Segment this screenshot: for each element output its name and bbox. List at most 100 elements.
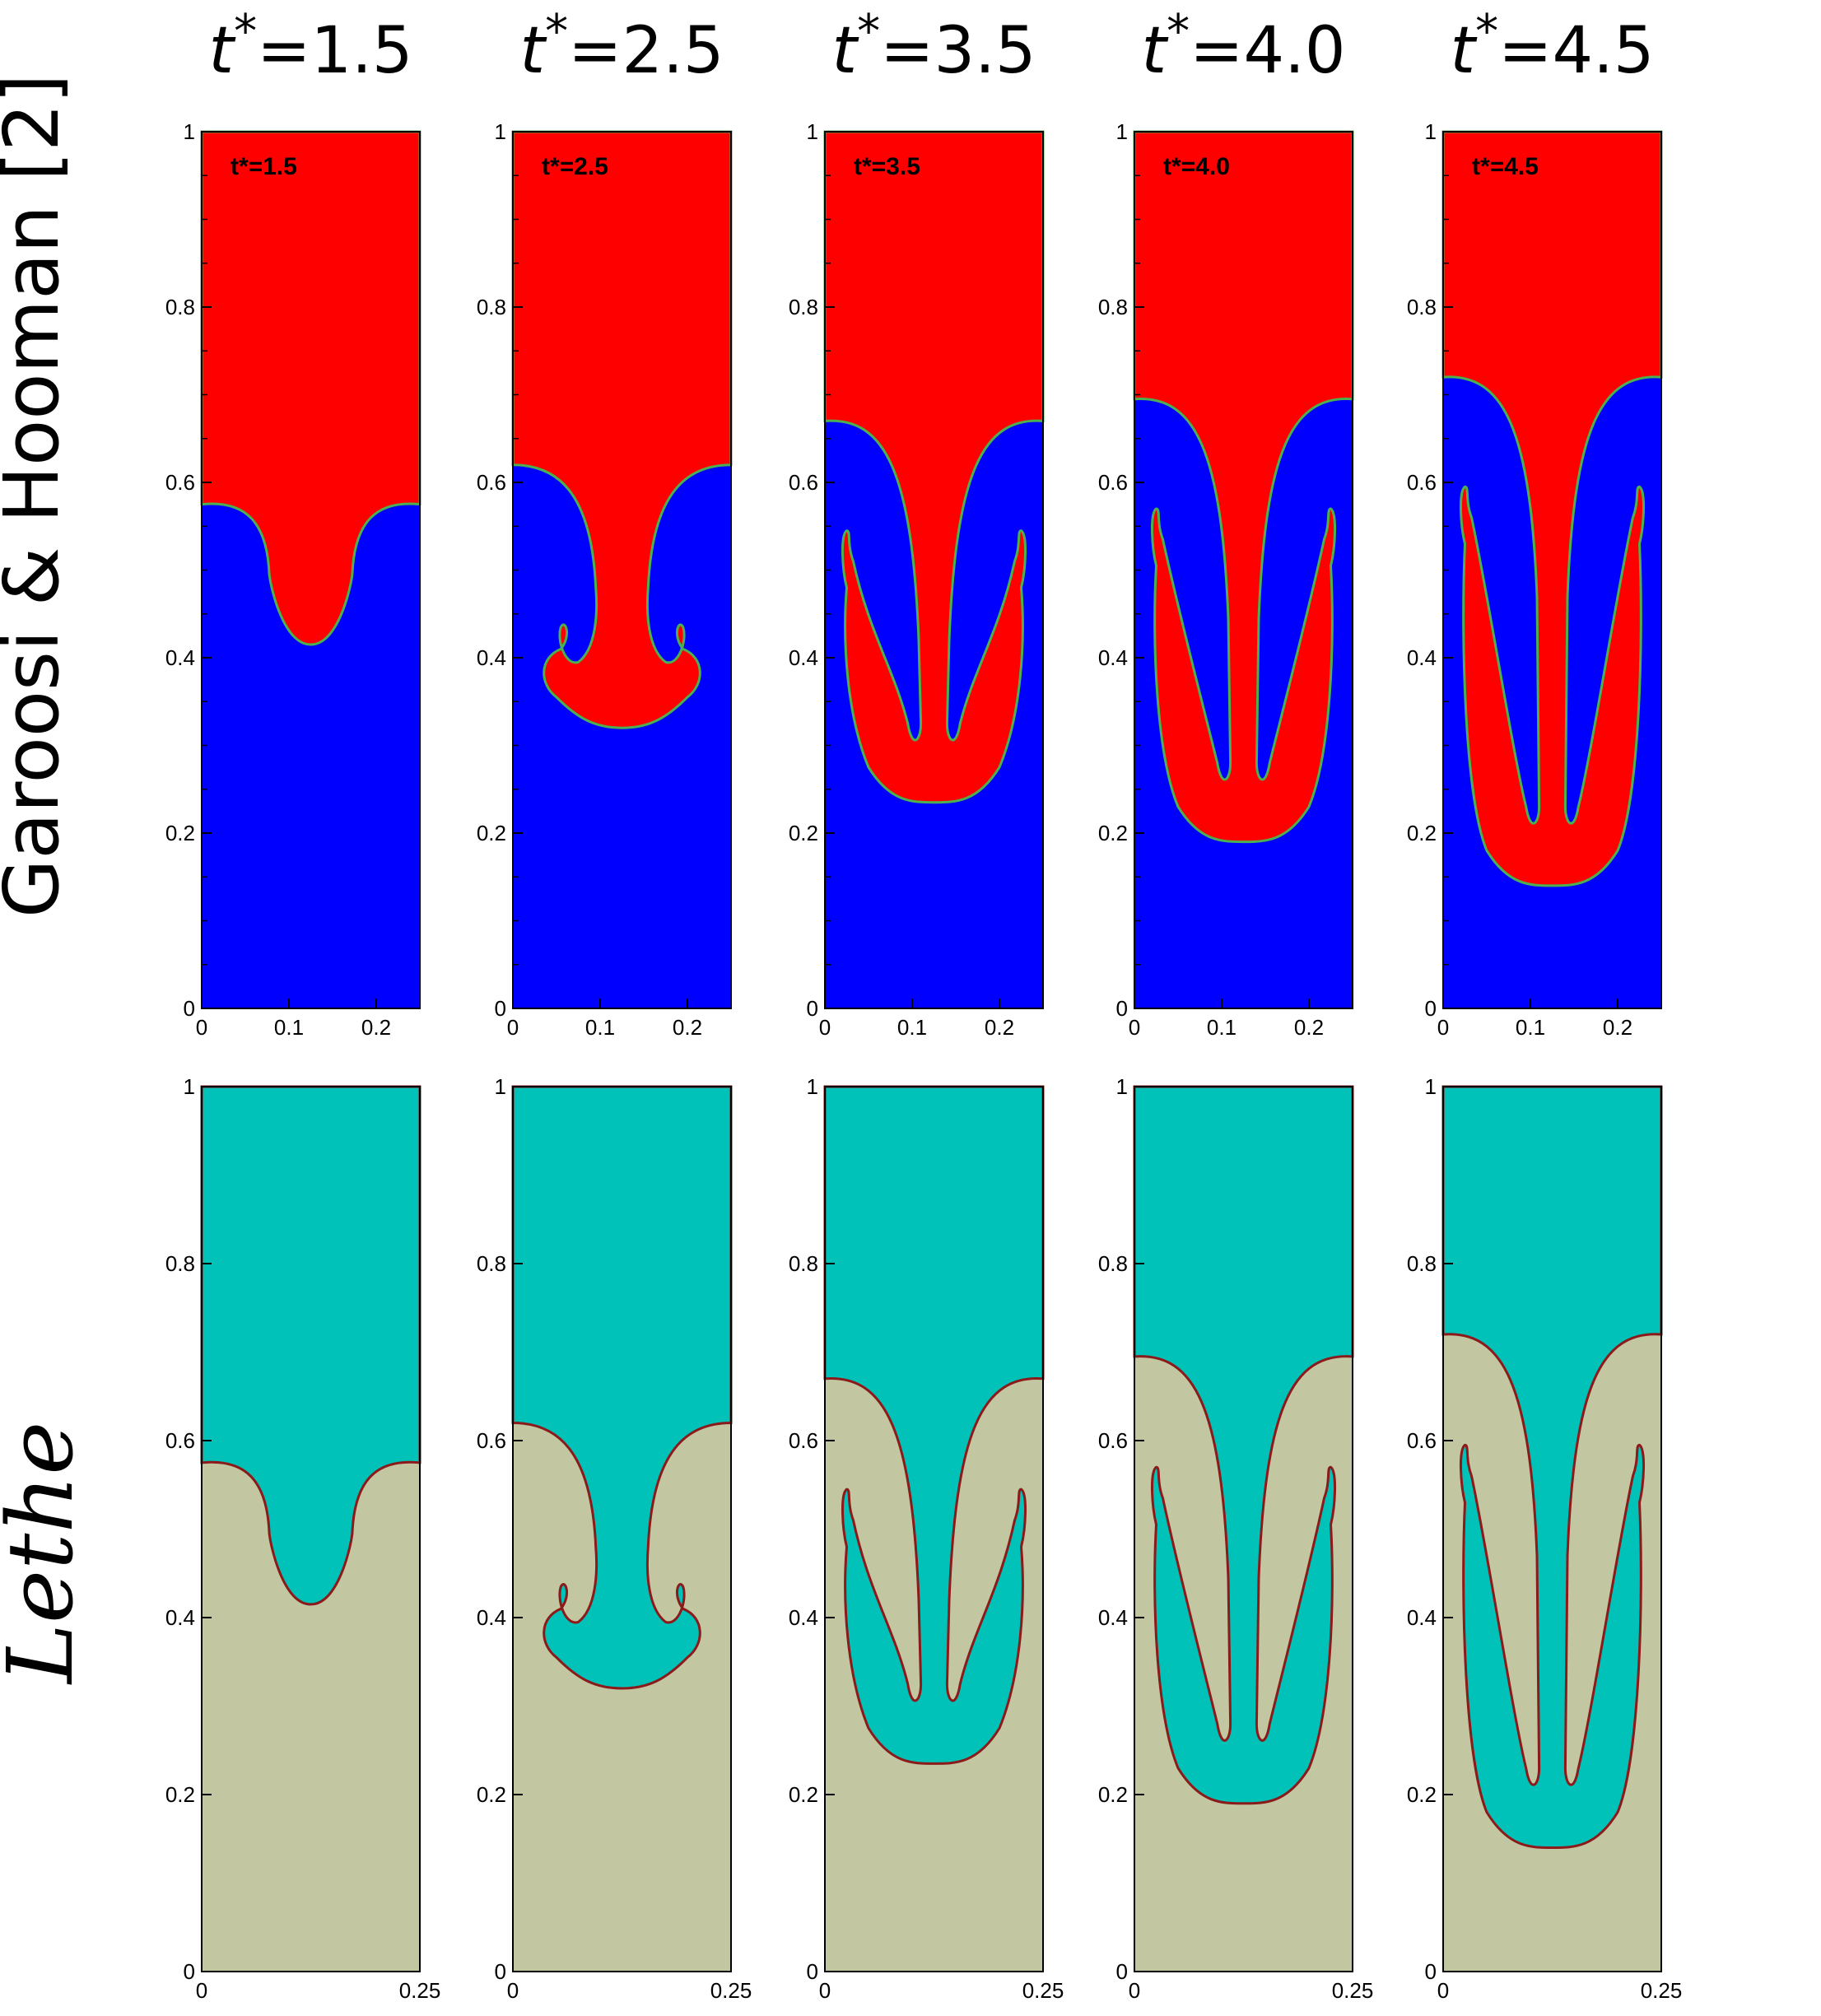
x-tick-label: 0 (507, 1978, 519, 2003)
y-tick-label: 0.6 (1407, 1428, 1437, 1453)
y-tick-label: 0.4 (477, 1605, 506, 1630)
y-tick-label: 0.6 (477, 1428, 506, 1453)
y-tick-label: 0.4 (789, 1605, 818, 1630)
y-tick-label: 0.8 (1098, 1251, 1128, 1276)
y-tick-label: 0 (807, 996, 818, 1021)
x-tick-label: 0.2 (1603, 1015, 1632, 1040)
y-tick-label: 0.2 (165, 1782, 195, 1807)
y-tick-label: 0.8 (477, 1251, 506, 1276)
inset-time-label: t*=2.5 (542, 153, 608, 180)
y-tick-label: 1 (184, 1074, 195, 1099)
y-tick-label: 0.6 (165, 1428, 195, 1453)
y-tick-label: 1 (495, 119, 506, 144)
heavy-fluid-region (1133, 130, 1354, 844)
y-tick-label: 0 (184, 1959, 195, 1984)
x-tick-label: 0.25 (1332, 1978, 1374, 2003)
y-tick-label: 0 (184, 996, 195, 1021)
time-value: =3.5 (880, 14, 1036, 88)
column-title-2: t*=2.5 (499, 5, 746, 88)
heavy-fluid-region (200, 130, 421, 646)
time-symbol: t (1450, 14, 1476, 88)
row-label-lethe: Lethe (0, 1421, 93, 1683)
time-value: =4.5 (1498, 14, 1655, 88)
y-tick-label: 1 (807, 119, 818, 144)
x-tick-label: 0.1 (274, 1015, 304, 1040)
y-tick-label: 1 (184, 119, 195, 144)
y-tick-label: 0 (1425, 996, 1437, 1021)
y-tick-label: 0.8 (165, 295, 195, 319)
y-tick-label: 1 (1116, 119, 1128, 144)
y-tick-label: 1 (1425, 119, 1437, 144)
y-tick-label: 0.4 (1407, 1605, 1437, 1630)
y-tick-label: 0.6 (165, 470, 195, 495)
time-symbol: t (208, 14, 235, 88)
x-tick-label: 0.1 (897, 1015, 927, 1040)
x-tick-label: 0.1 (1207, 1015, 1237, 1040)
y-tick-label: 0 (1116, 996, 1128, 1021)
x-tick-label: 0.25 (710, 1978, 752, 2003)
column-title-5: t*=4.5 (1429, 5, 1676, 88)
x-tick-label: 0.2 (673, 1015, 702, 1040)
panel-r1-c4: 0 0.2 0.4 0.6 0.8 1 0 0.1 0.2 t*=4.0 (1098, 119, 1354, 1040)
inset-time-label: t*=3.5 (854, 153, 920, 180)
inset-time-label: t*=1.5 (231, 153, 297, 180)
y-tick-label: 0.6 (1098, 1428, 1128, 1453)
time-star: * (545, 5, 569, 58)
panel-r2-c5: 0 0.2 0.4 0.6 0.8 1 0 0.25 (1407, 1074, 1682, 2003)
heavy-fluid-region (511, 1085, 733, 1690)
y-tick-label: 0.8 (789, 1251, 818, 1276)
y-tick-label: 0.2 (165, 821, 195, 845)
time-star: * (857, 5, 881, 58)
x-tick-label: 0 (196, 1015, 207, 1040)
y-tick-label: 0.4 (165, 645, 195, 670)
heavy-fluid-region (823, 130, 1045, 804)
x-tick-label: 0.25 (1641, 1978, 1683, 2003)
panel-r1-c1: 0 0.2 0.4 0.6 0.8 1 0 0.1 0.2 t*=1.5 (165, 119, 421, 1040)
time-star: * (234, 5, 258, 58)
y-tick-label: 0.2 (1098, 821, 1128, 845)
time-value: =2.5 (568, 14, 724, 88)
x-tick-label: 0 (1129, 1978, 1140, 2003)
column-title-3: t*=3.5 (811, 5, 1058, 88)
y-tick-label: 0 (807, 1959, 818, 1984)
y-tick-label: 0.8 (477, 295, 506, 319)
x-tick-label: 0 (819, 1978, 831, 2003)
y-tick-label: 1 (495, 1074, 506, 1099)
y-tick-label: 0.4 (477, 645, 506, 670)
x-tick-label: 0 (1129, 1015, 1140, 1040)
x-tick-label: 0 (1437, 1015, 1449, 1040)
y-tick-label: 0.2 (1407, 821, 1437, 845)
panel-frame (1442, 1086, 1662, 1972)
panel-r2-c1: 0 0.2 0.4 0.6 0.8 1 0 0.25 (165, 1074, 440, 2003)
row-label-reference: Garoosi & Hooman [2] (0, 73, 76, 918)
y-tick-label: 0.8 (1098, 295, 1128, 319)
y-tick-label: 0.2 (789, 821, 818, 845)
y-tick-label: 0 (1425, 1959, 1437, 1984)
x-tick-label: 0.1 (585, 1015, 615, 1040)
y-tick-label: 0.2 (1407, 1782, 1437, 1807)
panel-r1-c5: 0 0.2 0.4 0.6 0.8 1 0 0.1 0.2 t*=4.5 (1407, 119, 1663, 1040)
x-tick-label: 0 (196, 1978, 207, 2003)
panel-frame (201, 1086, 421, 1972)
y-tick-label: 0.6 (1407, 470, 1437, 495)
inset-time-label: t*=4.0 (1163, 153, 1230, 180)
y-tick-label: 1 (1425, 1074, 1437, 1099)
time-value: =4.0 (1190, 14, 1346, 88)
heavy-fluid-region (200, 1085, 421, 1606)
panel-frame (512, 1086, 732, 1972)
panel-frame (1134, 1086, 1353, 1972)
column-title-4: t*=4.0 (1120, 5, 1367, 88)
y-tick-label: 0 (1116, 1959, 1128, 1984)
x-tick-label: 0 (1437, 1978, 1449, 2003)
y-tick-label: 0.6 (1098, 470, 1128, 495)
y-tick-label: 0 (495, 996, 506, 1021)
heavy-fluid-region (1441, 1085, 1663, 1849)
heavy-fluid-region (1133, 1085, 1354, 1805)
y-tick-label: 0.2 (477, 821, 506, 845)
y-tick-label: 0.2 (1098, 1782, 1128, 1807)
y-tick-label: 0.4 (1098, 645, 1128, 670)
y-tick-label: 1 (807, 1074, 818, 1099)
x-tick-label: 0 (507, 1015, 519, 1040)
time-value: =1.5 (257, 14, 413, 88)
y-tick-label: 0.4 (165, 1605, 195, 1630)
